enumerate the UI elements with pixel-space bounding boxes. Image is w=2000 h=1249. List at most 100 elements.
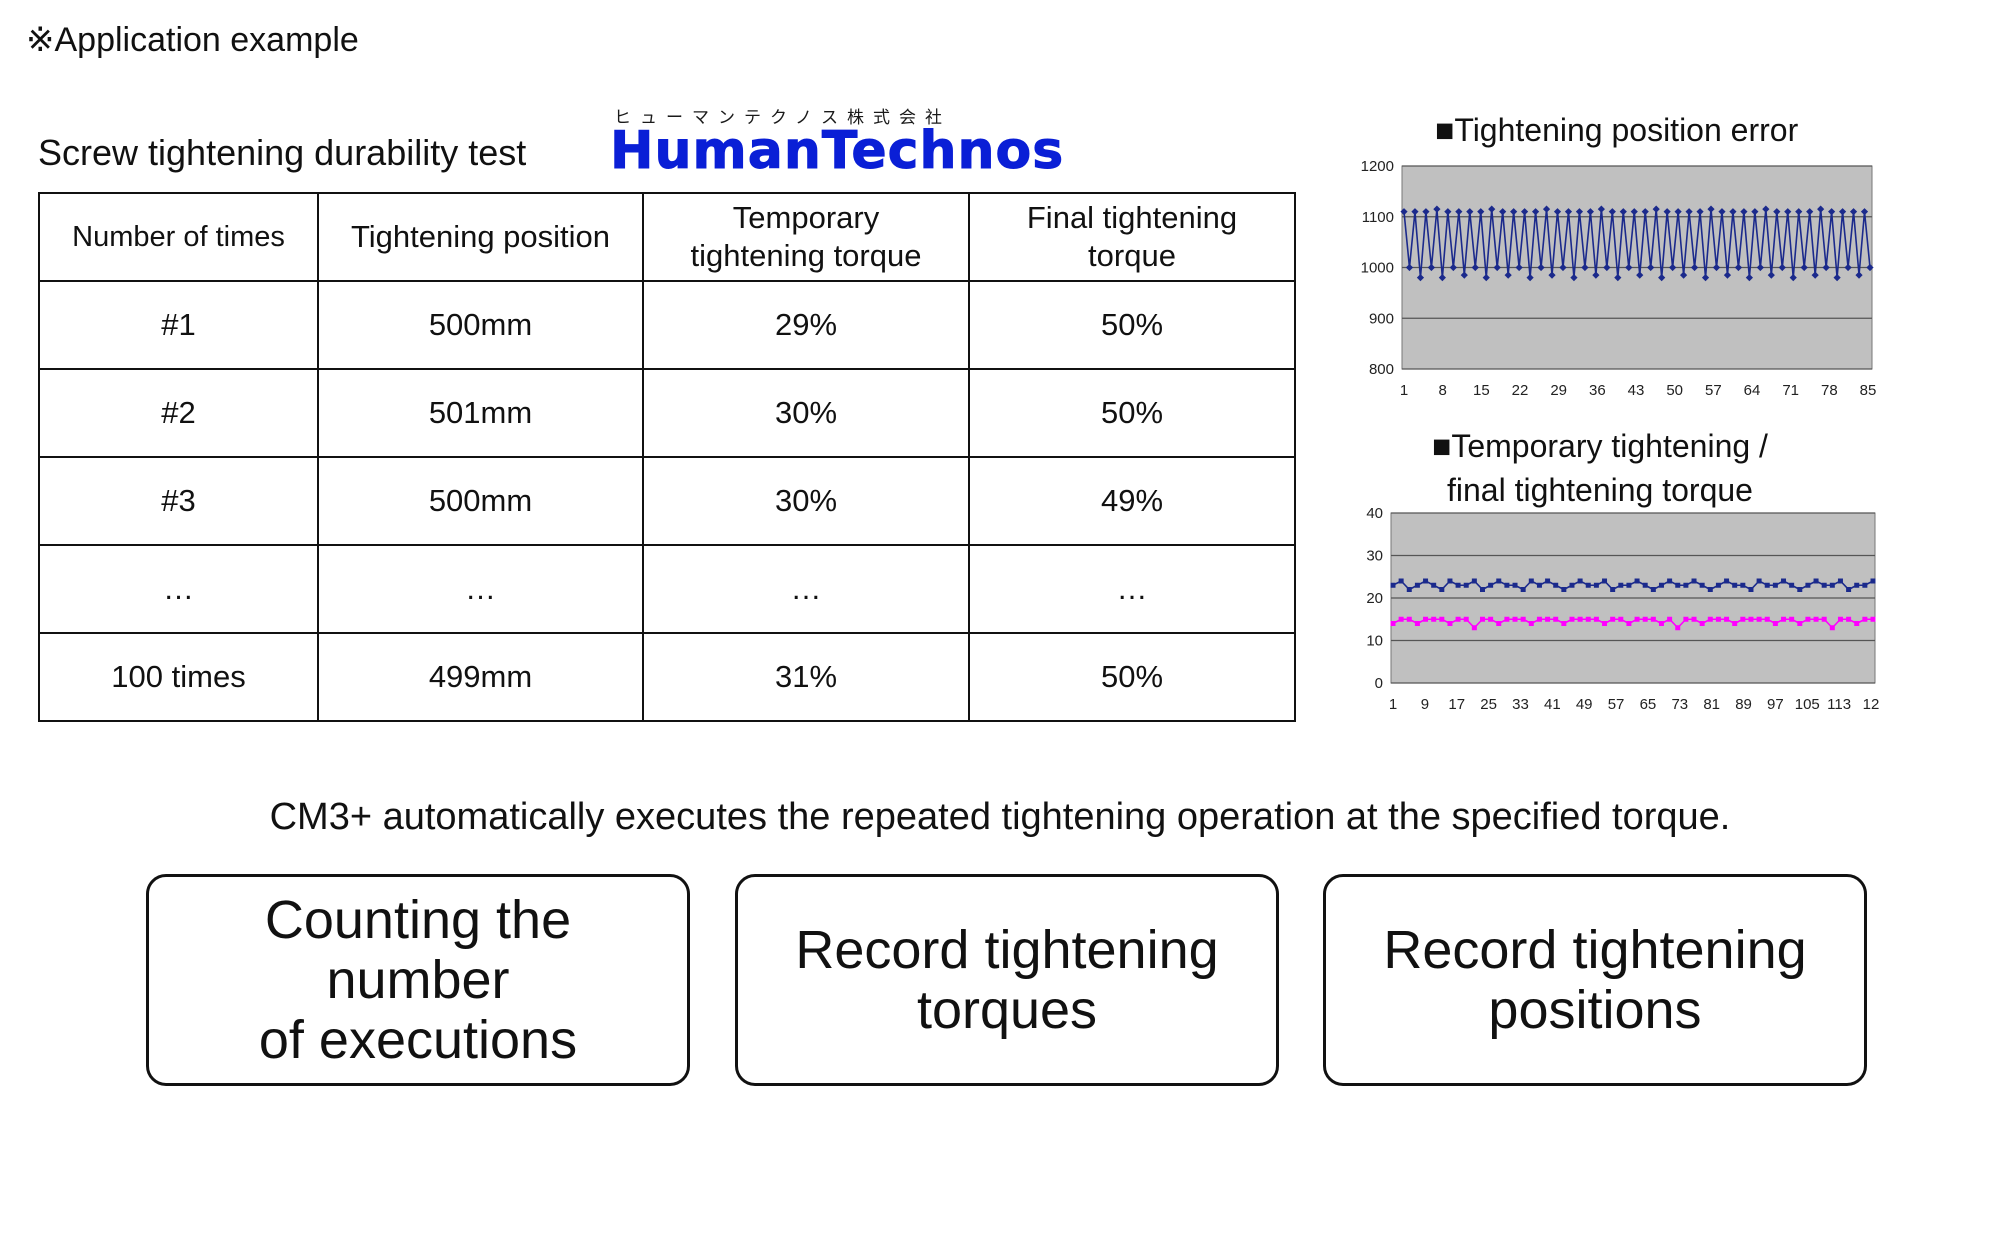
data-point (1626, 621, 1632, 626)
feature-box-counting: Counting the number of executions (146, 874, 690, 1086)
data-point (1811, 271, 1819, 279)
data-point (1718, 208, 1726, 216)
data-point (1545, 578, 1551, 584)
data-point (1855, 271, 1863, 279)
x-tick-label: 29 (1550, 382, 1567, 399)
data-point (1439, 587, 1445, 592)
data-point (1789, 582, 1795, 588)
x-tick-label: 41 (1544, 696, 1561, 713)
data-point (1488, 582, 1494, 588)
data-point (1650, 616, 1656, 622)
cell-count: 100 times (38, 632, 319, 722)
data-point (1423, 578, 1429, 584)
data-point (1619, 208, 1627, 216)
data-point (1838, 208, 1847, 216)
data-point (1447, 578, 1453, 584)
data-point (1455, 208, 1463, 216)
application-example-note: ※Application example (26, 21, 359, 59)
header-number-of-times: Number of times (38, 192, 319, 282)
data-point (1423, 616, 1429, 622)
data-point (1701, 274, 1710, 282)
data-point (1398, 578, 1404, 584)
data-point (1510, 208, 1518, 216)
data-point (1860, 208, 1869, 216)
data-point (1822, 263, 1830, 272)
data-point (1642, 582, 1648, 588)
x-tick-label: 12 (1863, 696, 1880, 713)
data-point (1683, 616, 1689, 622)
summary-text: CM3+ automatically executes the repeated… (269, 796, 1731, 838)
data-point (1608, 208, 1616, 216)
data-point (1772, 582, 1778, 588)
x-tick-label: 17 (1448, 696, 1465, 713)
y-tick-label: 1200 (1361, 160, 1394, 175)
data-point (1846, 587, 1852, 592)
data-point (1696, 208, 1704, 216)
data-point (1444, 208, 1452, 216)
data-point (1866, 263, 1874, 272)
data-point (1837, 578, 1843, 584)
data-point (1870, 616, 1876, 622)
data-point (1669, 263, 1677, 272)
torque-chart-title: ■Temporary tightening / final tightening… (1432, 424, 1768, 512)
data-point (1496, 621, 1502, 626)
cell-position: 500mm (317, 456, 644, 546)
data-point (1715, 582, 1721, 588)
humantechnos-logo: ヒューマンテクノス株式会社 HumanTechnos (609, 103, 1088, 182)
data-point (1577, 578, 1583, 584)
data-point (1829, 625, 1835, 631)
data-point (1463, 582, 1469, 588)
data-point (1658, 621, 1664, 626)
data-point (1471, 263, 1479, 272)
data-point (1569, 616, 1575, 622)
data-point (1854, 621, 1860, 626)
x-tick-label: 49 (1576, 696, 1593, 713)
data-point (1675, 625, 1681, 631)
data-point (1636, 271, 1644, 279)
data-point (1805, 616, 1811, 622)
data-point (1512, 582, 1518, 588)
torque-chart: 40 30 20 10 01 9 17 25 33 41 49 57 65 73 81 89 97 105 113 1… (1366, 505, 1880, 713)
data-point (1724, 616, 1730, 622)
data-point (1493, 263, 1501, 272)
x-tick-label: 36 (1589, 382, 1606, 399)
data-point (1398, 616, 1404, 622)
data-point (1581, 263, 1589, 272)
x-tick-label: 89 (1735, 696, 1752, 713)
data-point (1390, 582, 1396, 588)
data-point (1610, 587, 1616, 592)
data-point (1585, 616, 1591, 622)
data-point (1602, 621, 1608, 626)
data-point (1559, 263, 1567, 272)
data-point (1536, 616, 1542, 622)
data-point (1870, 578, 1876, 584)
data-point (1630, 208, 1638, 216)
table-row: #1 500mm 29% 50% (38, 280, 1296, 370)
cell-final-torque: 50% (968, 280, 1296, 370)
feature-box-line: Record tightening (1383, 920, 1807, 980)
data-point (1521, 208, 1529, 216)
data-point (1414, 582, 1420, 588)
data-point (1805, 582, 1811, 588)
y-tick-label: 1100 (1362, 209, 1394, 226)
cell-count: … (38, 544, 319, 634)
position-error-chart: 1200 1100 1000 900 800 1 8 15 22 29 36 43 50 57 64 71 78… (1361, 160, 1877, 399)
data-point (1603, 263, 1611, 272)
cell-position: … (317, 544, 644, 634)
data-point (1778, 263, 1786, 272)
data-point (1707, 587, 1713, 592)
data-point (1561, 621, 1567, 626)
x-tick-label: 71 (1782, 382, 1799, 399)
data-point (1781, 578, 1787, 584)
data-point (1526, 274, 1534, 282)
data-point (1479, 587, 1485, 592)
cell-temp-torque: 29% (642, 280, 970, 370)
data-point (1482, 274, 1490, 282)
cell-count: #1 (38, 280, 319, 370)
data-point (1806, 208, 1814, 216)
data-point (1800, 263, 1808, 272)
table-header-row: Number of times Tightening position Temp… (38, 192, 1296, 282)
cell-position: 500mm (317, 280, 644, 370)
data-point (1658, 274, 1666, 282)
y-tick-label: 30 (1366, 548, 1383, 565)
